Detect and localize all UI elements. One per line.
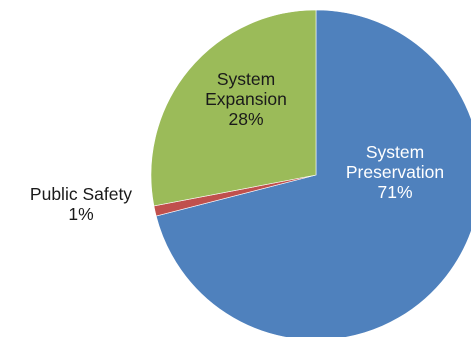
pie-label-value: 28% — [228, 109, 263, 129]
pie-label-value: 71% — [377, 182, 412, 202]
pie-labels: System Preservation 71%Public Safety 1%Syst… — [30, 69, 444, 224]
pie-label-category: Preservation — [346, 162, 444, 182]
pie-label-public-safety: Public Safety 1% — [30, 184, 132, 224]
pie-label-system-preservation: System Preservation 71% — [346, 142, 444, 202]
pie-label-value: 1% — [68, 204, 93, 224]
pie-label-category: Expansion — [205, 89, 287, 109]
pie-slice-system-expansion — [150, 9, 317, 207]
pie-slices — [150, 9, 471, 337]
pie-label-category: Public Safety — [30, 184, 132, 204]
pie-slice-system-preservation — [155, 9, 471, 337]
pie-label-category: System — [217, 69, 275, 89]
pie-label-system-expansion: System Expansion 28% — [205, 69, 287, 129]
pie-label-category: System — [366, 142, 424, 162]
